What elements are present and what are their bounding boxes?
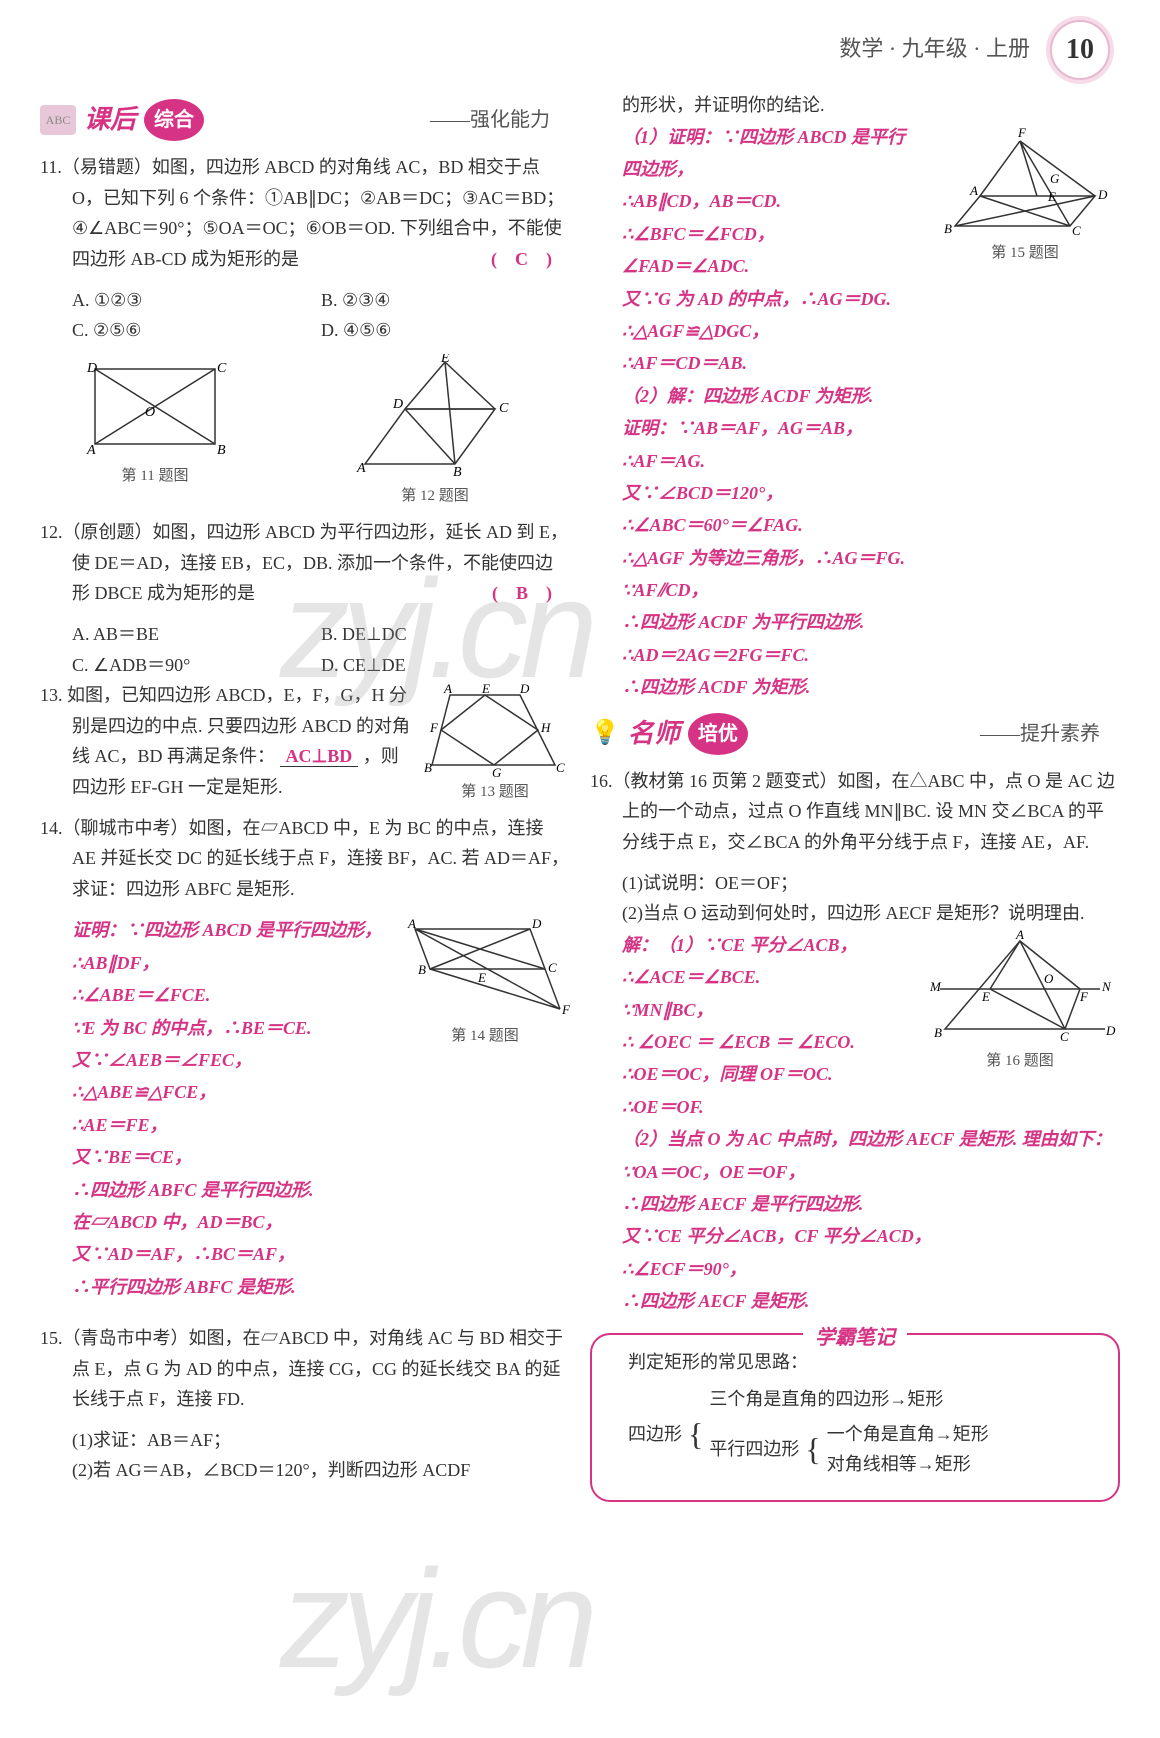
opt-c: C. ②⑤⑥ — [72, 315, 321, 346]
rectangle-diagonals-icon: D C A B O — [75, 354, 235, 464]
q12: 12.（原创题）如图，四边形 ABCD 为平行四边形，延长 AD 到 E，使 D… — [40, 517, 570, 609]
svg-text:D: D — [86, 361, 97, 376]
left-column: ABC 课后 综合 ——强化能力 11.（易错题）如图，四边形 ABCD 的对角… — [40, 90, 570, 1502]
q13-figure: A E D H C G B F 第 13 题图 — [420, 680, 570, 806]
svg-text:N: N — [1101, 979, 1112, 994]
page-header: 数学 · 九年级 · 上册 10 — [40, 30, 1120, 90]
section-kehou: ABC 课后 综合 ——强化能力 — [40, 98, 570, 142]
opt-a: A. ①②③ — [72, 285, 321, 316]
q12-figure: A B C D E 第 12 题图 — [335, 354, 535, 510]
q13-blank: AC⊥BD — [280, 746, 359, 767]
brace-icon: { — [688, 1418, 703, 1450]
svg-text:E: E — [477, 970, 486, 985]
svg-text:E: E — [481, 681, 490, 696]
svg-text:F: F — [1017, 125, 1027, 140]
svg-text:C: C — [556, 760, 565, 775]
section-mingshi: 💡 名师 培优 ——提升素养 — [590, 712, 1120, 756]
svg-text:C: C — [1072, 223, 1081, 238]
section-title: 课后 — [84, 98, 136, 142]
svg-text:G: G — [1050, 171, 1060, 186]
q11-figure: D C A B O 第 11 题图 — [75, 354, 235, 510]
subject-label: 数学 · 九年级 · 上册 — [839, 36, 1030, 61]
svg-text:C: C — [1060, 1029, 1069, 1044]
svg-text:B: B — [944, 221, 952, 236]
opt-d: D. ④⑤⑥ — [321, 315, 570, 346]
q15-parts: (1)求证：AB＝AF； (2)若 AG＝AB，∠BCD＝120°，判断四边形 … — [40, 1425, 570, 1486]
svg-text:B: B — [217, 443, 226, 458]
svg-text:A: A — [443, 681, 452, 696]
notes-title: 学霸笔记 — [803, 1321, 907, 1355]
svg-text:D: D — [1097, 187, 1108, 202]
q16: 16.（教材第 16 页第 2 题变式）如图，在△ABC 中，点 O 是 AC … — [590, 766, 1120, 858]
q16-figure: A B C D M N E O F 第 16 题图 — [920, 929, 1120, 1075]
svg-text:H: H — [540, 720, 551, 735]
q12-options: A. AB＝BE B. DE⊥DC C. ∠ADB＝90° D. CE⊥DE — [40, 619, 570, 680]
notes-row1: 四边形 { 三个角是直角的四边形→矩形 平行四边形 { 一个角是直角→矩形 对角… — [608, 1384, 1102, 1484]
svg-text:B: B — [453, 465, 462, 480]
brace-icon: { — [805, 1433, 820, 1465]
svg-text:B: B — [934, 1025, 942, 1040]
svg-text:O: O — [1044, 971, 1054, 986]
svg-text:E: E — [440, 354, 450, 366]
quad-midpoints-icon: A E D H C G B F — [420, 680, 570, 780]
svg-text:G: G — [492, 765, 502, 780]
opt-c: C. ∠ADB＝90° — [72, 650, 321, 681]
svg-text:C: C — [217, 361, 227, 376]
svg-text:D: D — [392, 397, 403, 412]
q14-figure: A D B C E F 第 14 题图 — [400, 914, 570, 1050]
opt-b: B. DE⊥DC — [321, 619, 570, 650]
svg-text:B: B — [418, 962, 426, 977]
opt-a: A. AB＝BE — [72, 619, 321, 650]
q11: 11.（易错题）如图，四边形 ABCD 的对角线 AC，BD 相交于点 O，已知… — [40, 152, 570, 274]
q13: A E D H C G B F 第 13 题图 13. 如图，已知四边形 ABC… — [40, 680, 570, 802]
page-number-badge: 10 — [1050, 20, 1110, 80]
svg-text:F: F — [429, 720, 439, 735]
q15: 15.（青岛市中考）如图，在▱ABCD 中，对角线 AC 与 BD 相交于点 E… — [40, 1323, 570, 1415]
opt-d: D. CE⊥DE — [321, 650, 570, 681]
svg-text:M: M — [929, 979, 942, 994]
q16-proof2: （2）当点 O 为 AC 中点时，四边形 AECF 是矩形. 理由如下： ∵OA… — [590, 1123, 1120, 1317]
section-sub: ——强化能力 — [430, 103, 550, 137]
section-title: 名师 — [628, 712, 680, 756]
svg-text:C: C — [548, 960, 557, 975]
svg-text:D: D — [1105, 1023, 1116, 1038]
svg-text:A: A — [969, 183, 978, 198]
svg-text:F: F — [1079, 989, 1089, 1004]
section-sub: ——提升素养 — [980, 717, 1100, 751]
svg-text:A: A — [356, 461, 366, 476]
q15-proof2: （2）解：四边形 ACDF 为矩形. 证明：∵AB＝AF，AG＝AB， ∴AF＝… — [590, 380, 1120, 704]
svg-text:E: E — [981, 989, 990, 1004]
right-column: 的形状，并证明你的结论. A B C D E F G 第 15 题图 （1） — [590, 90, 1120, 1502]
triangle-bisector-icon: A B C D M N E O F — [920, 929, 1120, 1049]
main-columns: ABC 课后 综合 ——强化能力 11.（易错题）如图，四边形 ABCD 的对角… — [40, 90, 1120, 1502]
q11-options: A. ①②③ B. ②③④ C. ②⑤⑥ D. ④⑤⑥ — [40, 285, 570, 346]
abc-icon: ABC — [40, 105, 76, 135]
svg-text:D: D — [519, 681, 530, 696]
q15-cont: 的形状，并证明你的结论. — [590, 90, 1120, 121]
q14: 14.（聊城市中考）如图，在▱ABCD 中，E 为 BC 的中点，连接 AE 并… — [40, 813, 570, 1303]
svg-text:F: F — [561, 1002, 570, 1017]
svg-text:D: D — [531, 916, 542, 931]
opt-b: B. ②③④ — [321, 285, 570, 316]
watermark-icon: zyj.cn — [280, 1500, 590, 1738]
svg-text:B: B — [424, 760, 432, 775]
q16-parts: (1)试说明：OE＝OF； (2)当点 O 运动到何处时，四边形 AECF 是矩… — [590, 868, 1120, 929]
parallelogram-extend-icon: A B C D E — [335, 354, 535, 484]
svg-text:O: O — [145, 405, 155, 420]
parallelogram-abfc-icon: A D B C E F — [400, 914, 570, 1024]
q15-figure: A B C D E F G 第 15 题图 — [930, 121, 1120, 267]
q11-answer: ( C ) — [523, 244, 560, 275]
svg-text:C: C — [499, 401, 509, 416]
section-badge: 培优 — [688, 713, 748, 755]
svg-text:A: A — [1015, 929, 1024, 942]
parallelogram-acdf-icon: A B C D E F G — [930, 121, 1120, 241]
section-badge: 综合 — [144, 99, 204, 141]
svg-text:A: A — [407, 916, 416, 931]
fig-row-11-12: D C A B O 第 11 题图 A B C — [40, 354, 570, 510]
q12-answer: ( B ) — [524, 578, 560, 609]
svg-text:E: E — [1047, 189, 1056, 204]
notes-box: 学霸笔记 判定矩形的常见思路： 四边形 { 三个角是直角的四边形→矩形 平行四边… — [590, 1333, 1120, 1501]
lamp-icon: 💡 — [590, 713, 620, 754]
svg-text:A: A — [86, 443, 96, 458]
